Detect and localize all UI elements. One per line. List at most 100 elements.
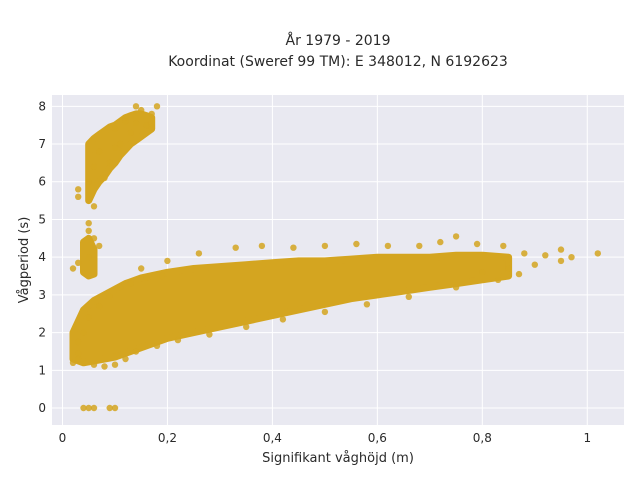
data-point — [164, 257, 171, 265]
data-point — [174, 336, 182, 344]
data-point — [101, 363, 108, 370]
data-point — [75, 193, 82, 200]
data-point — [85, 220, 92, 227]
data-point — [117, 284, 124, 291]
x-tick-label: 0,4 — [263, 431, 282, 445]
data-point — [96, 303, 103, 310]
data-point — [80, 404, 87, 412]
data-point — [132, 120, 140, 127]
data-point — [195, 250, 203, 257]
data-point — [290, 244, 297, 251]
data-point — [117, 140, 124, 148]
data-point — [279, 316, 287, 323]
data-point — [111, 125, 119, 133]
data-point — [85, 314, 92, 321]
data-point — [557, 257, 565, 265]
data-point — [111, 144, 119, 151]
data-point — [127, 280, 134, 287]
data-point — [90, 404, 98, 412]
point-cloud-lower-band — [69, 251, 513, 367]
data-point — [148, 123, 155, 131]
data-point — [111, 361, 119, 368]
data-point — [243, 323, 250, 331]
data-point — [122, 355, 129, 363]
data-point — [143, 122, 150, 129]
data-point — [122, 118, 129, 125]
data-point — [321, 242, 329, 250]
data-point — [452, 284, 460, 291]
data-point — [232, 244, 239, 251]
y-tick-label: 6 — [38, 175, 46, 189]
data-point — [515, 270, 523, 278]
data-point — [85, 178, 92, 185]
data-point — [479, 269, 486, 276]
y-tick-label: 8 — [38, 99, 46, 113]
data-point — [452, 233, 460, 240]
chart-subtitle: Koordinat (Sweref 99 TM): E 348012, N 61… — [168, 54, 508, 70]
data-point — [384, 242, 392, 250]
data-point — [69, 359, 77, 366]
data-point — [542, 252, 549, 259]
x-tick-label: 0,8 — [473, 431, 492, 445]
data-point — [143, 274, 150, 282]
data-point — [85, 254, 92, 261]
y-tick-label: 4 — [38, 250, 46, 264]
data-point — [148, 110, 155, 118]
data-point — [405, 293, 412, 300]
data-point — [153, 103, 161, 110]
data-point — [594, 250, 601, 257]
data-point — [531, 261, 538, 268]
y-axis-label: Vågperiod (s) — [17, 217, 32, 304]
data-point — [557, 246, 565, 253]
x-tick-labels: 0 0,2 0,4 0,6 0,8 1 — [59, 431, 591, 445]
data-point — [96, 242, 103, 250]
data-point — [75, 350, 82, 357]
data-point — [500, 242, 507, 250]
data-point — [416, 242, 423, 250]
x-tick-label: 0,2 — [158, 431, 177, 445]
data-point — [505, 265, 512, 272]
data-point — [437, 238, 444, 246]
data-point — [75, 259, 82, 266]
data-point — [206, 331, 213, 338]
data-point — [132, 348, 140, 355]
data-point — [75, 338, 82, 346]
data-point — [90, 203, 98, 210]
y-tick-label: 7 — [38, 137, 46, 151]
data-point — [132, 103, 140, 110]
data-point — [90, 163, 98, 170]
data-point — [473, 240, 481, 248]
data-point — [138, 106, 145, 114]
data-point — [321, 308, 329, 316]
data-point — [258, 242, 266, 250]
data-point — [521, 250, 528, 257]
data-point — [85, 227, 92, 234]
data-point — [106, 293, 113, 300]
chart-title: År 1979 - 2019 — [286, 32, 391, 49]
data-point — [353, 240, 360, 248]
y-tick-label: 0 — [38, 401, 46, 415]
data-point — [101, 174, 108, 182]
data-point — [363, 301, 371, 308]
x-tick-label: 0 — [59, 431, 67, 445]
y-tick-label: 2 — [38, 326, 46, 340]
data-point — [494, 276, 502, 283]
data-point — [75, 186, 82, 193]
data-point — [75, 355, 82, 363]
x-tick-label: 1 — [583, 431, 591, 445]
data-point — [106, 159, 113, 167]
data-point — [69, 265, 77, 272]
y-tick-labels: 0 1 2 3 4 5 6 7 8 — [38, 99, 46, 415]
data-points — [69, 103, 601, 412]
data-point — [80, 329, 87, 336]
x-tick-label: 0,6 — [368, 431, 387, 445]
data-point — [153, 342, 161, 349]
data-point — [127, 129, 134, 136]
data-point — [138, 265, 145, 272]
data-point — [159, 272, 166, 280]
data-point — [568, 254, 575, 261]
data-point — [106, 404, 113, 412]
data-point — [90, 235, 98, 242]
y-tick-label: 1 — [38, 363, 46, 377]
